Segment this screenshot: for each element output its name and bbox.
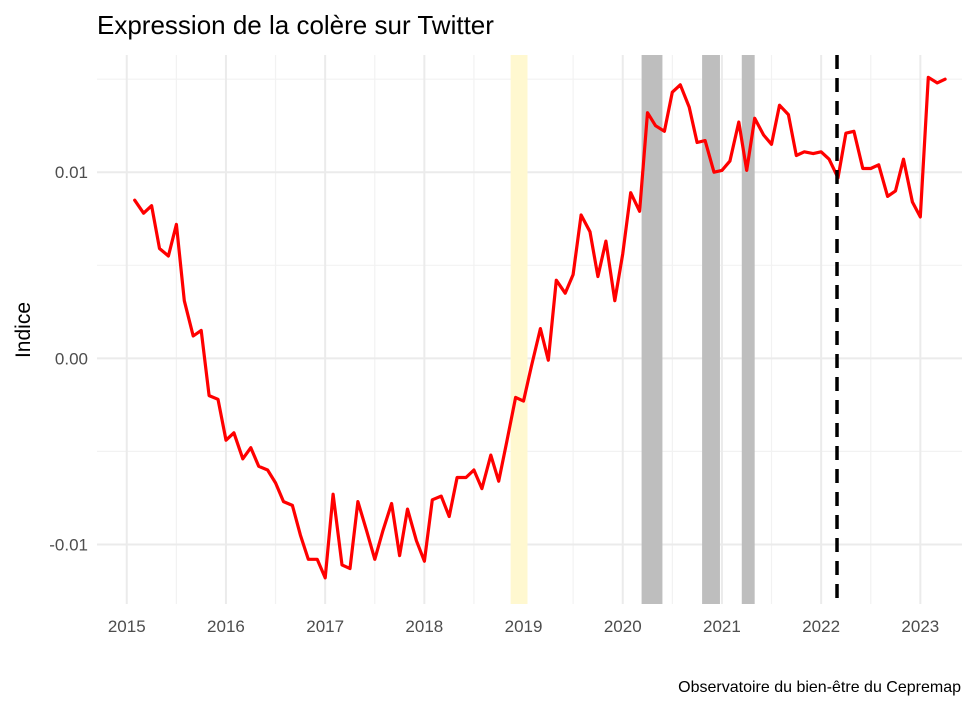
shaded-period bbox=[702, 55, 720, 604]
x-tick-label: 2023 bbox=[901, 617, 939, 636]
x-tick-label: 2016 bbox=[207, 617, 245, 636]
shaded-period bbox=[741, 55, 755, 604]
grid-major bbox=[97, 55, 962, 604]
shaded-period bbox=[510, 55, 528, 604]
y-tick-label: -0.01 bbox=[49, 535, 88, 554]
x-tick-label: 2021 bbox=[703, 617, 741, 636]
series-lines bbox=[133, 75, 947, 580]
x-tick-labels: 2015 2016 2017 2018 2019 2020 2021 2022 2023 bbox=[108, 617, 939, 636]
y-tick-label: 0.01 bbox=[55, 163, 88, 182]
grid-minor bbox=[97, 55, 962, 604]
x-tick-label: 2015 bbox=[108, 617, 146, 636]
x-tick-label: 2018 bbox=[405, 617, 443, 636]
x-tick-label: 2019 bbox=[505, 617, 543, 636]
chart-title: Expression de la colère sur Twitter bbox=[97, 10, 494, 40]
x-tick-label: 2022 bbox=[802, 617, 840, 636]
shaded-periods bbox=[510, 55, 755, 604]
x-tick-label: 2017 bbox=[306, 617, 344, 636]
y-tick-labels: -0.01 0.00 0.01 bbox=[49, 163, 88, 554]
series-line bbox=[133, 75, 947, 580]
y-axis-label: Indice bbox=[12, 302, 35, 358]
x-tick-label: 2020 bbox=[604, 617, 642, 636]
chart-caption: Observatoire du bien-être du Cepremap bbox=[678, 679, 961, 696]
y-tick-label: 0.00 bbox=[55, 349, 88, 368]
shaded-period bbox=[641, 55, 663, 604]
